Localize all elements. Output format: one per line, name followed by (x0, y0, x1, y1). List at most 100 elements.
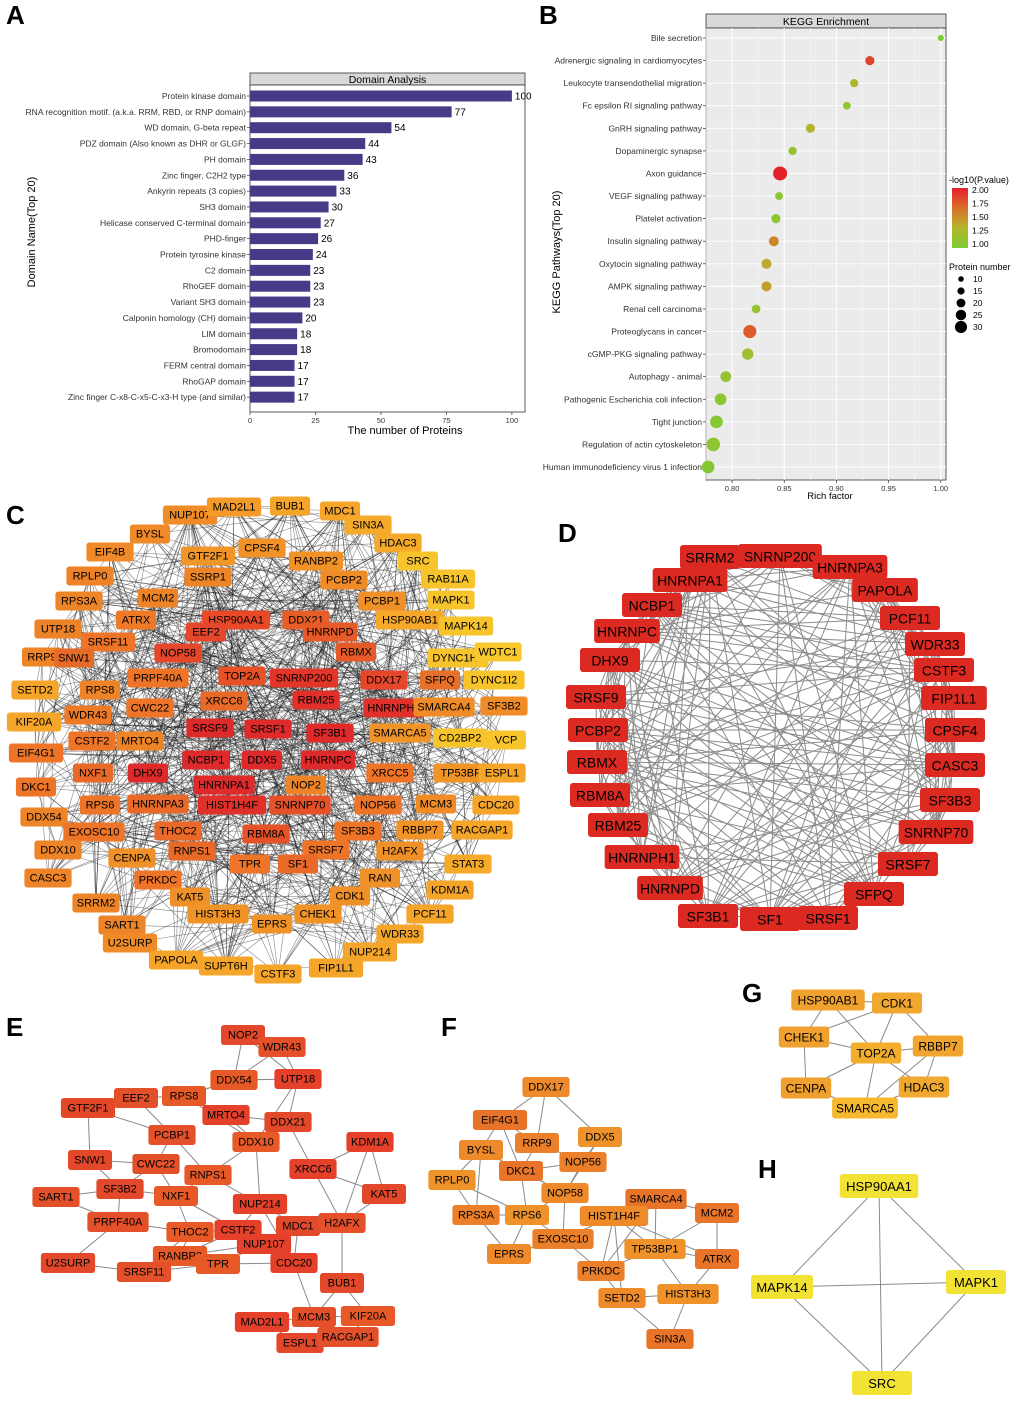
network-node: PRPF40A (127, 668, 189, 688)
network-node: RPLP0 (66, 566, 114, 586)
network-edge (265, 739, 507, 835)
network-node: WDR33 (905, 632, 965, 656)
network-node: STAT3 (444, 854, 492, 874)
network-edge (92, 772, 351, 897)
network-edge (189, 514, 369, 526)
node-label: KAT5 (177, 892, 204, 904)
network-edge (651, 604, 829, 919)
network-node: MCM2 (695, 1203, 739, 1223)
node-box (300, 750, 356, 770)
bar-category-label: Helicase conserved C-terminal domain (100, 218, 246, 228)
bar-category-label: Zinc finger C-x8-C-x5-C-x3-H type (and s… (68, 392, 246, 402)
node-label: EXOSC10 (538, 1234, 589, 1246)
network-node: RANBP2 (152, 1246, 208, 1266)
network-node: EPRS (487, 1244, 531, 1264)
network-edge (707, 831, 937, 917)
network-node: RNPS1 (184, 1165, 232, 1185)
node-label: VCP (495, 735, 518, 747)
node-label: CHEK1 (784, 1031, 824, 1045)
network-node: CASC3 (925, 753, 985, 777)
node-box (335, 642, 377, 662)
network-edge (669, 799, 951, 889)
pathway-point (768, 236, 779, 247)
network-node: MDC1 (276, 1216, 320, 1236)
bar-10 (250, 233, 319, 245)
node-label: SNW1 (74, 1155, 106, 1167)
node-box (289, 1159, 337, 1179)
node-box (463, 670, 525, 690)
network-edge (781, 1286, 883, 1384)
pathway-point (788, 146, 797, 156)
node-box (308, 958, 364, 978)
pathway-label: Autophagy - animal (629, 372, 702, 382)
bar-11 (250, 249, 313, 260)
network-node: KIF20A (6, 712, 62, 732)
network-node: SNRNP200 (269, 668, 339, 688)
node-label: SRSF1 (805, 911, 850, 927)
node-label: MCM2 (701, 1208, 733, 1220)
node-label: SNW1 (58, 653, 90, 665)
network-node: SF3B2 (480, 696, 528, 716)
node-label: ATRX (703, 1254, 732, 1266)
node-box (914, 658, 974, 682)
node-box (232, 1132, 280, 1152)
network-edge (769, 589, 886, 920)
node-label: SMARCA4 (417, 702, 470, 714)
node-label: SF3B3 (341, 826, 375, 838)
pathway-point (720, 371, 732, 383)
node-label: SNRNP70 (275, 800, 326, 812)
pathway-point (761, 281, 772, 292)
node-label: RAN (368, 873, 391, 885)
network-node: CHEK1 (294, 904, 342, 924)
network-edge (47, 804, 233, 879)
node-label: BUB1 (276, 501, 305, 513)
node-box (302, 622, 358, 642)
pathway-label: Platelet activation (635, 214, 702, 224)
network-edge (47, 510, 341, 879)
node-label: BYSL (467, 1145, 495, 1157)
bar-18 (250, 359, 295, 371)
size-legend-label: 30 (973, 322, 983, 332)
network-edge (175, 829, 483, 961)
node-label: CSTF3 (261, 969, 296, 981)
network-node: U2SURP (102, 933, 158, 953)
node-label: CENPA (113, 853, 151, 865)
node-box (285, 775, 327, 795)
node-label: FIP1L1 (931, 691, 976, 707)
network-node: RBM25 (292, 690, 340, 710)
node-box (11, 680, 59, 700)
node-label: SETD2 (17, 685, 52, 697)
network-edge (92, 514, 191, 774)
kegg-chart-title: KEGG Enrichment (783, 16, 869, 28)
bar-category-label: LIM domain (202, 329, 247, 339)
node-box (346, 1132, 394, 1152)
network-node: HIST3H3 (187, 904, 249, 924)
network-edge (597, 729, 909, 865)
node-label: MRTO4 (207, 1110, 245, 1122)
network-node: SIN3A (646, 1329, 694, 1349)
network-edge (769, 831, 937, 920)
node-label: EPRS (257, 919, 287, 931)
node-box (780, 1077, 832, 1099)
bar-category-label: RhoGAP domain (182, 376, 246, 386)
network-node: CWC22 (132, 1154, 180, 1174)
network-node: CSTF2 (68, 731, 116, 751)
x-tick-label: 75 (442, 416, 450, 425)
node-label: HNRNPA1 (198, 780, 250, 792)
node-label: CPSF4 (932, 723, 977, 739)
bar-value-label: 100 (515, 92, 532, 103)
node-box (568, 718, 628, 742)
node-label: RANBP2 (158, 1251, 202, 1263)
network-node: SMARCA4 (413, 697, 475, 717)
pathway-label: GnRH signaling pathway (608, 123, 702, 133)
bar-value-label: 26 (321, 234, 333, 245)
network-edge (709, 556, 771, 920)
network-node: SNW1 (53, 648, 95, 668)
network-edge (881, 1281, 977, 1384)
network-edge (255, 1078, 299, 1143)
node-label: DDX21 (270, 1117, 305, 1129)
pathway-point (701, 460, 715, 474)
node-box (24, 868, 72, 888)
node-label: DYNC1I2 (471, 675, 517, 687)
network-node: DDX5 (241, 750, 283, 770)
